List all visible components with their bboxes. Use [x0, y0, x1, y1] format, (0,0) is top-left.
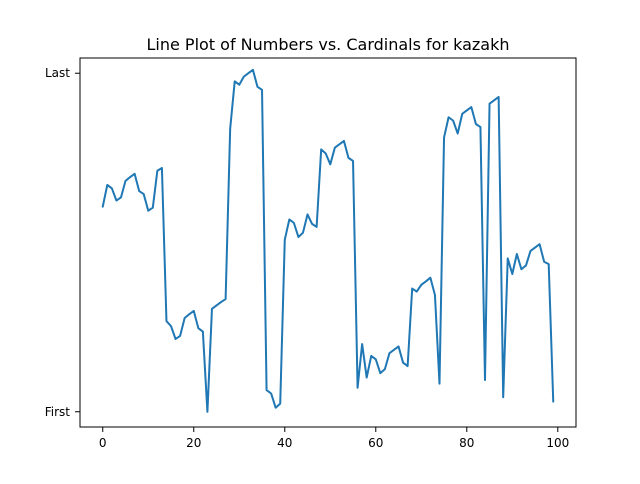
- y-tick-label: Last: [45, 66, 70, 80]
- x-tick-label: 20: [186, 436, 201, 450]
- x-tick-label: 100: [546, 436, 569, 450]
- x-tick-label: 80: [459, 436, 474, 450]
- y-tick-label: First: [45, 405, 71, 419]
- chart-title: Line Plot of Numbers vs. Cardinals for k…: [146, 35, 509, 54]
- x-tick-label: 0: [99, 436, 107, 450]
- x-tick-label: 40: [277, 436, 292, 450]
- x-tick-label: 60: [368, 436, 383, 450]
